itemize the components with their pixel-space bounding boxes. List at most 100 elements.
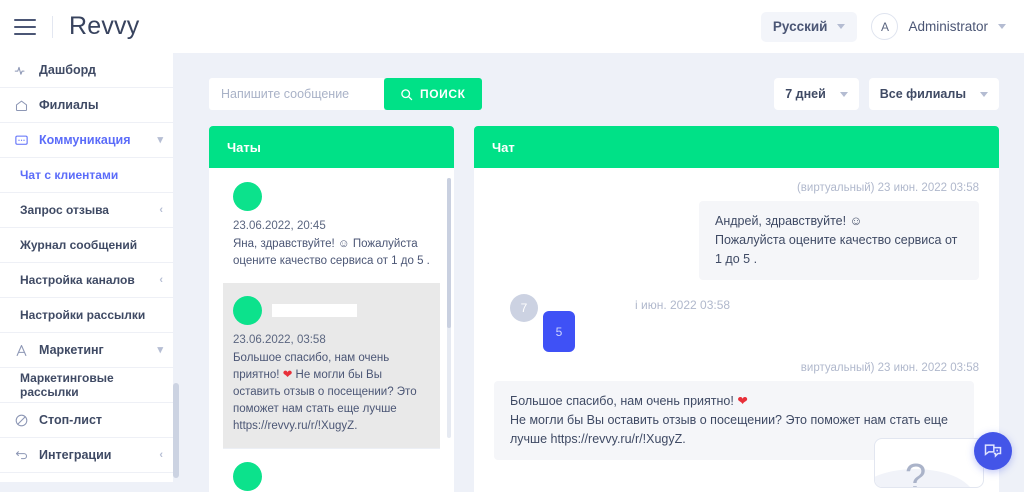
avatar: A — [871, 13, 899, 40]
hamburger-icon[interactable] — [14, 18, 36, 35]
ban-icon — [12, 411, 30, 429]
chat-item-header — [233, 296, 430, 325]
main-scrollbar[interactable] — [1019, 53, 1024, 482]
sidebar-item-стоп-лист[interactable]: Стоп-лист — [0, 403, 173, 438]
message-line: Не могли бы Вы оставить отзыв о посещени… — [510, 413, 948, 427]
message-line: Андрей, здравствуйте! ☺ — [715, 214, 863, 228]
chevron-down-icon — [837, 24, 846, 29]
chat-bubble-icon — [984, 444, 1002, 458]
main-content: ПОИСК 7 дней Все филиалы Чаты 23.06.2022… — [179, 53, 1024, 492]
sidebar-item-коммуникация[interactable]: Коммуникация ▾ — [0, 123, 173, 158]
chevron-down-icon — [998, 24, 1006, 29]
rating-value-badge: 5 — [543, 311, 575, 352]
chat-item-preview: Большое спасибо, нам очень приятно! ❤ Не… — [233, 352, 417, 432]
sidebar-item-label: Настройка каналов — [20, 273, 135, 287]
message-timestamp: виртуальный) 23 июн. 2022 03:58 — [800, 362, 979, 374]
chat-icon — [12, 131, 30, 149]
filter-group: 7 дней Все филиалы — [774, 78, 999, 110]
message-line: лучше https://revvy.ru/r/!XugyZ. — [510, 432, 686, 446]
user-menu[interactable]: A Administrator — [871, 13, 1006, 40]
chevron-down-icon — [980, 91, 988, 97]
message-group-outgoing: (виртуальный) 23 июн. 2022 03:58 Андрей,… — [494, 182, 979, 280]
search-input[interactable] — [209, 78, 384, 110]
sidebar-item-чат-с-клиентами[interactable]: Чат с клиентами — [0, 158, 173, 193]
sidebar-item-label: Филиалы — [39, 98, 99, 112]
search-icon — [401, 88, 413, 100]
chat-list-item[interactable]: 22.06.2022, 18:49 TEST — [223, 448, 440, 492]
sidebar-item-label: Маркетинг — [39, 343, 104, 357]
sidebar-item-филиалы[interactable]: Филиалы — [0, 88, 173, 123]
sidebar-nav: Дашборд Филиалы Коммуникация ▾ Чат с клиента… — [0, 53, 173, 482]
sidebar-item-label: Дашборд — [39, 63, 96, 77]
chat-list-scrollbar-thumb[interactable] — [447, 178, 451, 328]
app-brand-title: Revvy — [69, 12, 140, 40]
avatar — [233, 182, 262, 211]
question-mark-icon: ? — [905, 457, 927, 488]
language-selector[interactable]: Русский — [760, 11, 858, 42]
rating-avatar: 7 — [510, 294, 538, 322]
chat-item-header — [233, 462, 430, 491]
chevron-down-icon: ▾ — [157, 133, 163, 146]
message-line: Большое спасибо, нам очень приятно! ❤ — [510, 394, 748, 408]
home-icon — [12, 96, 30, 114]
header-right-cluster: Русский A Administrator — [760, 11, 1024, 42]
header-divider — [52, 15, 53, 38]
branch-filter-label: Все филиалы — [879, 87, 966, 101]
marketing-icon — [12, 341, 30, 359]
toolbar: ПОИСК 7 дней Все филиалы — [209, 78, 999, 110]
search-button[interactable]: ПОИСК — [384, 78, 482, 110]
chevron-left-icon: ‹ — [159, 203, 163, 216]
sidebar-item-маркетинг[interactable]: Маркетинг ▾ — [0, 333, 173, 368]
sidebar-item-label: Чат с клиентами — [20, 168, 119, 182]
sidebar-item-настройка-каналов[interactable]: Настройка каналов ‹ — [0, 263, 173, 298]
chat-list: 23.06.2022, 20:45 Яна, здравствуйте! ☺ П… — [209, 168, 454, 492]
branch-filter[interactable]: Все филиалы — [868, 78, 999, 110]
language-selector-label: Русский — [772, 19, 828, 34]
support-widget-card[interactable]: ? — [874, 438, 984, 488]
chevron-down-icon — [839, 91, 848, 97]
chats-panel: Чаты 23.06.2022, 20:45 Яна, здравствуйте… — [209, 126, 454, 492]
sidebar-item-настройки-рассылки[interactable]: Настройки рассылки — [0, 298, 173, 333]
sidebar-item-запрос-отзыва[interactable]: Запрос отзыва ‹ — [0, 193, 173, 228]
sidebar-item-дашбоард[interactable]: Дашборд — [0, 53, 173, 88]
sidebar-item-label: Коммуникация — [39, 133, 131, 147]
avatar — [233, 296, 262, 325]
period-filter[interactable]: 7 дней — [774, 78, 859, 110]
chat-item-date: 23.06.2022, 20:45 — [233, 220, 326, 232]
chevron-left-icon: ‹ — [159, 273, 163, 286]
message-bubble-outgoing: Андрей, здравствуйте! ☺ Пожалуйста оцени… — [699, 201, 979, 280]
sidebar-item-маркетинговые-рассылки[interactable]: Маркетинговые рассылки — [0, 368, 173, 403]
chat-panel: Чат (виртуальный) 23 июн. 2022 03:58 Анд… — [474, 126, 999, 492]
sidebar-item-label: Журнал сообщений — [20, 238, 138, 252]
sidebar-item-журнал-сообщений[interactable]: Журнал сообщений — [0, 228, 173, 263]
chat-item-header — [233, 182, 430, 211]
sidebar-item-label: Настройки рассылки — [20, 308, 146, 322]
sidebar-scrollbar-thumb[interactable] — [173, 383, 179, 478]
integration-icon — [12, 446, 30, 464]
period-filter-label: 7 дней — [785, 87, 826, 101]
chat-item-preview: Яна, здравствуйте! ☺ Пожалуйста оцените … — [233, 238, 430, 267]
rating-timestamp: і июн. 2022 03:58 — [635, 298, 731, 312]
message-line: Пожалуйста оцените качество сервиса от 1… — [715, 233, 958, 266]
avatar — [233, 462, 262, 491]
message-timestamp: (виртуальный) 23 июн. 2022 03:58 — [796, 182, 979, 194]
search-button-label: ПОИСК — [420, 87, 466, 101]
activity-icon — [12, 61, 30, 79]
chats-panel-title: Чаты — [209, 126, 454, 168]
redacted-contact-name — [272, 304, 357, 317]
chat-list-item[interactable]: 23.06.2022, 03:58 Большое спасибо, нам о… — [223, 283, 440, 448]
sidebar-item-label: Маркетинговые рассылки — [20, 371, 114, 399]
sidebar-scrollbar[interactable] — [173, 53, 179, 482]
support-chat-fab[interactable] — [974, 432, 1012, 470]
chat-item-date: 23.06.2022, 03:58 — [233, 334, 326, 346]
search-group: ПОИСК — [209, 78, 482, 110]
user-name-label: Administrator — [908, 19, 988, 34]
sidebar-item-интеграции[interactable]: Интеграции ‹ — [0, 438, 173, 473]
sidebar-item-label: Интеграции — [39, 448, 112, 462]
sidebar-item-label: Запрос отзыва — [20, 203, 109, 217]
sidebar-item-label: Стоп-лист — [39, 413, 103, 427]
chat-list-scrollbar[interactable] — [447, 178, 451, 438]
app-header: Revvy Русский A Administrator — [0, 0, 1024, 53]
chat-list-item[interactable]: 23.06.2022, 20:45 Яна, здравствуйте! ☺ П… — [223, 168, 440, 283]
chevron-down-icon: ▾ — [157, 343, 163, 356]
